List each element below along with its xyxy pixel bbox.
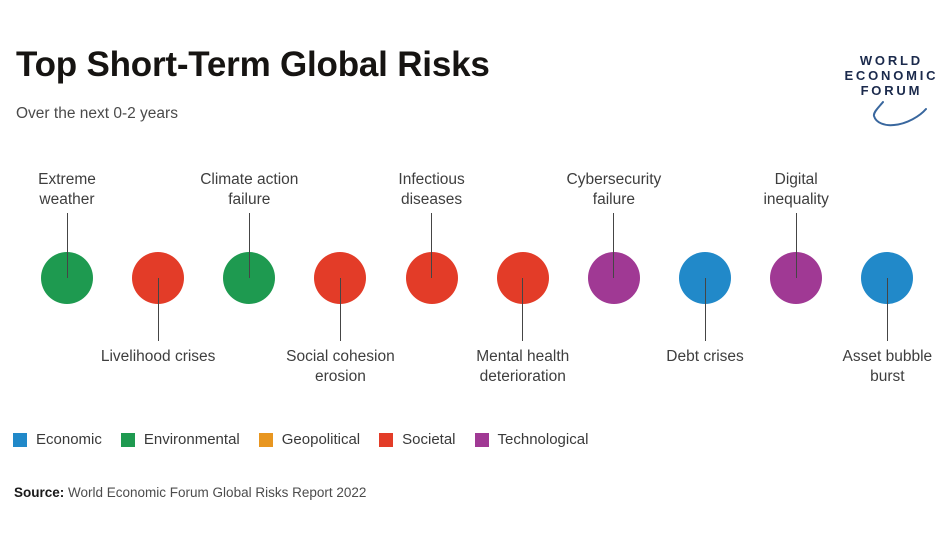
wef-logo: WORLD ECONOMIC FORUM [840,53,940,98]
risk-label: Climate action failure [200,171,299,208]
label-connector-line [431,213,433,278]
page-title: Top Short-Term Global Risks [16,45,490,84]
wef-logo-text: WORLD ECONOMIC FORUM [844,53,939,98]
legend-swatch [379,432,394,447]
legend: Economic Environmental Geopolitical Societa… [13,431,588,448]
label-connector-line [248,213,250,278]
legend-swatch [13,432,27,447]
risk-label: Mental health deterioration [476,348,570,385]
legend-item-economic: Economic [13,431,102,448]
page-subtitle: Over the next 0-2 years [16,105,178,122]
risk-label: Extreme weather [38,171,96,208]
label-connector-line [339,278,341,341]
label-connector-line [704,278,706,341]
legend-label: Environmental [143,431,240,448]
risk-label: Digital inequality [763,171,829,208]
label-connector-line [613,213,615,278]
label-connector-line [886,278,888,341]
legend-item-environmental: Environmental [120,431,240,448]
legend-swatch [474,432,489,447]
legend-label: Technological [497,431,589,448]
risk-label: Infectious diseases [398,171,465,208]
risk-label: Livelihood crises [100,348,216,365]
legend-label: Geopolitical [281,431,361,448]
legend-item-societal: Societal [379,431,456,448]
risk-label: Cybersecurity failure [566,171,662,208]
legend-item-geopolitical: Geopolitical [258,431,361,448]
legend-swatch [258,432,273,447]
legend-label: Societal [402,431,456,448]
label-connector-line [522,278,524,341]
risk-label: Debt crises [666,348,744,365]
wef-logo-swoosh-icon [872,101,927,127]
source-note: Source: World Economic Forum Global Risk… [14,485,366,500]
label-connector-line [157,278,159,341]
source-text: World Economic Forum Global Risks Report… [64,485,367,500]
legend-swatch [120,432,135,447]
risk-label: Asset bubble burst [842,348,933,385]
risk-label: Social cohesion erosion [286,348,395,385]
label-connector-line [66,213,68,278]
legend-item-technological: Technological [474,431,589,448]
label-connector-line [795,213,797,278]
source-label: Source: [14,485,65,500]
legend-label: Economic [36,431,102,448]
